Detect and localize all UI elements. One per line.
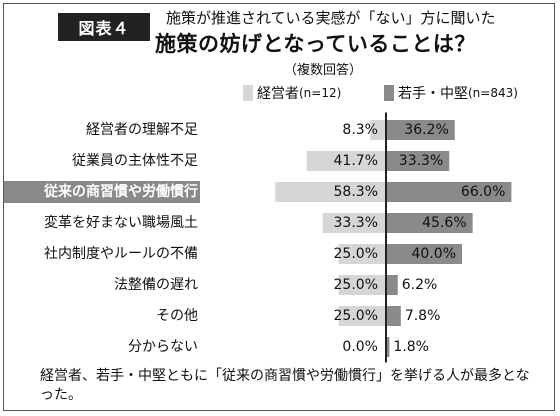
- category-highlight-band: [4, 181, 200, 203]
- legend-label-right: 若手・中堅: [398, 86, 468, 102]
- data-label-left: 25.0%: [334, 277, 378, 293]
- bar-right: [386, 151, 450, 171]
- bar-right: [386, 275, 398, 295]
- bar-left: [370, 120, 386, 140]
- bar-left: [275, 182, 386, 202]
- bar-left: [338, 275, 386, 295]
- category-label: 分からない: [128, 339, 198, 355]
- category-label: 法整備の遅れ: [114, 277, 198, 293]
- bar-left: [338, 244, 386, 264]
- data-label-left: 33.3%: [334, 215, 378, 231]
- data-label-left: 0.0%: [342, 339, 378, 355]
- data-label-right: 1.8%: [393, 339, 429, 355]
- legend-swatch-left: [243, 85, 253, 101]
- title-line-1: 施策が推進されている実感が「ない」方に聞いた: [166, 9, 496, 27]
- legend-entry-right: 若手・中堅 (n=843): [384, 83, 518, 103]
- bar-right: [386, 120, 455, 140]
- data-label-right: 7.8%: [405, 308, 441, 324]
- footer-note: 経営者、若手・中堅ともに「従来の商習慣や労働慣行」を挙げる人が最多となった。: [40, 368, 530, 403]
- data-label-left: 41.7%: [334, 153, 378, 169]
- data-label-left: 25.0%: [334, 308, 378, 324]
- data-label-right: 36.2%: [404, 122, 448, 138]
- data-label-right: 6.2%: [402, 277, 438, 293]
- bar-right: [386, 182, 512, 202]
- bar-right: [386, 337, 390, 357]
- bar-right: [386, 213, 473, 233]
- category-label: 経営者の理解不足: [86, 122, 198, 138]
- bar-right: [386, 244, 462, 264]
- data-label-left: 8.3%: [342, 122, 378, 138]
- bar-left: [322, 213, 386, 233]
- title-line-2: 施策の妨げとなっていることは？: [155, 32, 476, 56]
- bar-right: [386, 306, 401, 326]
- multiple-answer-note: （複数回答）: [284, 63, 363, 78]
- bar-left: [306, 151, 386, 171]
- data-label-right: 33.3%: [399, 153, 443, 169]
- data-label-right: 66.0%: [461, 184, 505, 200]
- figure-frame: [3, 3, 555, 411]
- bar-left: [338, 306, 386, 326]
- figure-badge: 図表４: [58, 13, 150, 41]
- category-label: 社内制度やルールの不備: [44, 246, 198, 262]
- category-label: 従業員の主体性不足: [72, 153, 198, 169]
- legend-label-left: 経営者: [257, 86, 299, 102]
- category-label: 変革を好まない職場風土: [44, 214, 198, 231]
- legend-n-left: (n=12): [299, 86, 342, 100]
- category-label: 従来の商習慣や労働慣行: [43, 183, 198, 200]
- data-label-left: 58.3%: [334, 184, 378, 200]
- data-label-left: 25.0%: [334, 246, 378, 262]
- legend-swatch-right: [384, 85, 394, 101]
- category-label: その他: [156, 308, 198, 324]
- data-label-right: 40.0%: [412, 246, 456, 262]
- legend-n-right: (n=843): [468, 86, 518, 100]
- legend-entry-left: 経営者 (n=12): [243, 83, 341, 103]
- data-label-right: 45.6%: [422, 215, 466, 231]
